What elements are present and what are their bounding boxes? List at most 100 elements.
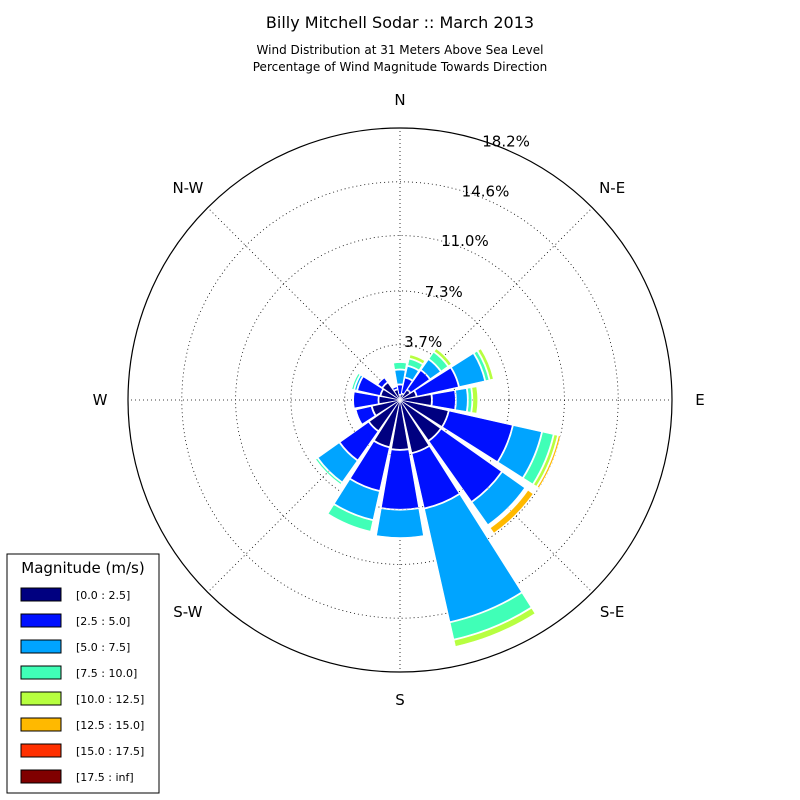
legend: Magnitude (m/s) [0.0 : 2.5] [2.5 : 5.0] [5… [6, 553, 160, 794]
wind-bar-segment [315, 457, 343, 485]
wind-bar-segment [471, 471, 525, 525]
wind-bar-segment [374, 399, 401, 448]
wind-bar-segment [357, 376, 383, 396]
wind-bar-segment [407, 358, 423, 371]
wind-bar-segment [377, 377, 388, 388]
wind-bar-segment [523, 431, 554, 485]
wind-bar-segment [414, 367, 459, 397]
grid-spoke [207, 399, 401, 593]
wind-bar-segment [401, 377, 413, 395]
legend-label: [2.5 : 5.0] [76, 615, 130, 628]
wind-bar-segment [351, 373, 361, 390]
grid-ring [181, 181, 619, 619]
wind-bar-segment [489, 489, 534, 534]
wind-bar-segment [399, 390, 417, 401]
wind-bar-segment [399, 399, 430, 453]
wind-bars [315, 348, 561, 647]
wind-bar-segment [533, 434, 558, 487]
wind-bar-segment [391, 399, 409, 450]
legend-label: [17.5 : inf] [76, 771, 134, 784]
wind-bar-segment [353, 391, 379, 409]
wind-bar-segment [397, 384, 403, 395]
chart-subtitle-line-1: Wind Distribution at 31 Meters Above Sea… [257, 43, 544, 57]
wind-bar-segment [317, 442, 358, 483]
wind-bar-segment [355, 406, 376, 425]
wind-bar-segment [467, 387, 473, 413]
direction-label: N [394, 91, 405, 109]
wind-bar-segment [471, 386, 479, 414]
legend-title: Magnitude (m/s) [21, 559, 144, 577]
polar-frame [127, 127, 673, 673]
wind-bar-segment [411, 446, 460, 509]
wind-bar-segment [354, 374, 363, 391]
radial-tick-label: 14.6% [462, 182, 510, 200]
wind-bar-segment [404, 366, 419, 381]
legend-label: [15.0 : 17.5] [76, 745, 144, 758]
wind-bar-segment [350, 441, 390, 491]
wind-bar-segment [382, 382, 401, 401]
wind-bar-segment [394, 369, 406, 385]
wind-bar-segment [334, 478, 380, 520]
legend-swatch [20, 665, 62, 680]
wind-bar-segment [477, 348, 494, 381]
wind-bar-segment [428, 428, 502, 502]
wind-bar-segment [327, 504, 374, 532]
wind-bar-segment [371, 399, 401, 416]
wind-bar-segment [369, 399, 401, 431]
wind-bar-segment [442, 410, 513, 462]
legend-label: [7.5 : 10.0] [76, 667, 137, 680]
direction-label: S-W [173, 603, 202, 621]
direction-label: S [395, 691, 405, 709]
wind-bar-segment [409, 354, 426, 365]
direction-label: W [93, 391, 108, 409]
radial-tick-label: 11.0% [441, 232, 489, 250]
wind-bar-segment [431, 390, 456, 410]
radial-tick-label: 7.3% [425, 283, 463, 301]
wind-bar-segment [424, 494, 522, 622]
grid-spoke [399, 207, 593, 401]
legend-label: [5.0 : 7.5] [76, 641, 130, 654]
wind-bar-segment [378, 396, 401, 404]
wind-bar-segment [399, 394, 432, 406]
wind-bar-segment [399, 389, 411, 401]
wind-bar-segment [537, 435, 561, 489]
wind-bar-segment [449, 592, 532, 640]
legend-swatch [20, 717, 62, 732]
wind-bar-segment [393, 389, 401, 401]
legend-swatch [20, 743, 62, 758]
wind-bar-segment [376, 508, 424, 538]
wind-bar-segment [399, 399, 449, 427]
direction-labels: N N-E E S-E S S-W W N-W [93, 91, 705, 709]
legend-label: [10.0 : 12.5] [76, 693, 144, 706]
wind-bar-segment [339, 421, 379, 461]
wind-bar-segment [392, 386, 398, 391]
radial-tick-labels: 3.7% 7.3% 11.0% 14.6% 18.2% [404, 133, 530, 351]
grid-ring [290, 290, 510, 510]
wind-bar-segment [497, 425, 542, 478]
wind-bar-segment [433, 348, 452, 367]
grid-spoke [207, 207, 401, 401]
wind-bar-segment [420, 359, 441, 380]
wind-bar-segment [393, 362, 407, 370]
wind-bar-segment [451, 353, 485, 387]
direction-label: N-E [599, 179, 625, 197]
legend-swatch [20, 613, 62, 628]
wind-bar-segment [381, 449, 419, 510]
wind-bar-segment [455, 388, 468, 412]
direction-label: N-W [172, 179, 203, 197]
legend-swatch [20, 691, 62, 706]
wind-bar-segment [473, 350, 490, 382]
radial-tick-label: 3.7% [404, 333, 442, 351]
legend-label: [0.0 : 2.5] [76, 589, 130, 602]
wind-bar-segment [380, 389, 401, 401]
wind-bar-segment [453, 607, 536, 647]
radial-tick-label: 18.2% [482, 133, 530, 151]
legend-swatch [20, 639, 62, 654]
direction-label: E [695, 391, 704, 409]
direction-label: S-E [600, 603, 624, 621]
legend-swatch [20, 769, 62, 784]
chart-subtitle-line-2: Percentage of Wind Magnitude Towards Dir… [253, 60, 547, 74]
wind-bar-segment [399, 399, 441, 441]
wind-bar-segment [407, 370, 430, 393]
